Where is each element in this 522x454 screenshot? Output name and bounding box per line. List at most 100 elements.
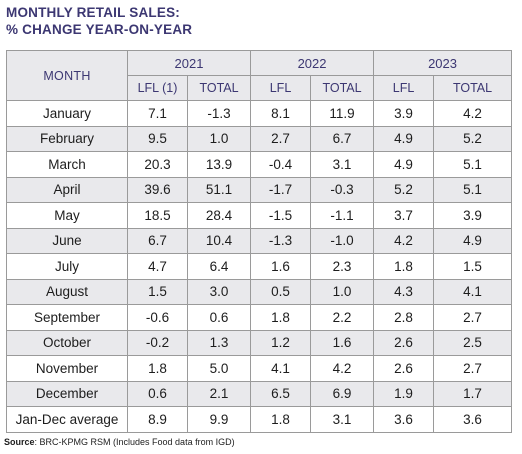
value-cell: 4.9: [373, 151, 435, 178]
value-cell: 4.9: [373, 125, 435, 152]
year-header-2021: 2021: [126, 50, 252, 76]
month-cell: February: [6, 125, 128, 152]
value-cell: 4.2: [433, 100, 513, 127]
value-cell: -1.1: [310, 202, 375, 229]
value-cell: 1.9: [373, 380, 435, 407]
value-cell: 1.0: [186, 125, 252, 152]
value-cell: 1.2: [250, 329, 312, 356]
source-text: : BRC-KPMG RSM (Includes Food data from …: [34, 437, 235, 447]
value-cell: 2.6: [373, 355, 435, 382]
title-line-1: MONTHLY RETAIL SALES:: [6, 5, 180, 20]
source-note: Source: BRC-KPMG RSM (Includes Food data…: [4, 437, 235, 447]
table-row: April 39.6 51.1 -1.7 -0.3 5.2 5.1: [6, 176, 513, 203]
table-row: July 4.7 6.4 1.6 2.3 1.8 1.5: [6, 253, 513, 280]
value-cell: 2.2: [310, 304, 375, 331]
value-cell: 0.5: [250, 278, 312, 305]
value-cell: 9.5: [127, 125, 188, 152]
value-cell: 5.0: [186, 355, 252, 382]
table-row: May 18.5 28.4 -1.5 -1.1 3.7 3.9: [6, 202, 513, 229]
month-cell: May: [6, 202, 128, 229]
value-cell: -1.7: [250, 176, 312, 203]
value-cell: 1.6: [250, 253, 312, 280]
value-cell: 20.3: [127, 151, 188, 178]
value-cell: 13.9: [186, 151, 252, 178]
value-cell: 10.4: [186, 227, 252, 254]
value-cell: 9.9: [186, 406, 252, 433]
table-row: February 9.5 1.0 2.7 6.7 4.9 5.2: [6, 125, 513, 152]
value-cell: 1.8: [250, 304, 312, 331]
value-cell: 8.1: [250, 100, 312, 127]
value-cell: -0.4: [250, 151, 312, 178]
value-cell: 2.8: [373, 304, 435, 331]
sub-header-2023-total: TOTAL: [433, 75, 513, 101]
value-cell: -1.3: [250, 227, 312, 254]
value-cell: 6.7: [127, 227, 188, 254]
month-cell: September: [6, 304, 128, 331]
table-body: January 7.1 -1.3 8.1 11.9 3.9 4.2 February 9.5 1.…: [6, 100, 513, 433]
value-cell: 3.1: [310, 406, 375, 433]
sub-header-2021-lfl: LFL (1): [127, 75, 188, 101]
sub-header-2022-lfl: LFL: [250, 75, 312, 101]
value-cell: 3.0: [186, 278, 252, 305]
value-cell: 2.1: [186, 380, 252, 407]
value-cell: -0.6: [127, 304, 188, 331]
value-cell: 3.9: [433, 202, 513, 229]
month-cell: August: [6, 278, 128, 305]
value-cell: 3.6: [373, 406, 435, 433]
year-header-2023: 2023: [373, 50, 513, 76]
value-cell: -1.0: [310, 227, 375, 254]
value-cell: 0.6: [186, 304, 252, 331]
value-cell: 7.1: [127, 100, 188, 127]
value-cell: 4.1: [433, 278, 513, 305]
value-cell: 2.6: [373, 329, 435, 356]
value-cell: -0.3: [310, 176, 375, 203]
value-cell: 51.1: [186, 176, 252, 203]
value-cell: 4.7: [127, 253, 188, 280]
value-cell: 6.4: [186, 253, 252, 280]
month-cell: November: [6, 355, 128, 382]
value-cell: 2.7: [433, 304, 513, 331]
value-cell: 5.1: [433, 151, 513, 178]
sub-header-2022-total: TOTAL: [310, 75, 375, 101]
table-row: October -0.2 1.3 1.2 1.6 2.6 2.5: [6, 329, 513, 356]
value-cell: 1.8: [127, 355, 188, 382]
value-cell: 1.6: [310, 329, 375, 356]
sub-header-2023-lfl: LFL: [373, 75, 435, 101]
table-row: November 1.8 5.0 4.1 4.2 2.6 2.7: [6, 355, 513, 382]
value-cell: 3.9: [373, 100, 435, 127]
value-cell: 3.1: [310, 151, 375, 178]
value-cell: 1.0: [310, 278, 375, 305]
value-cell: 4.9: [433, 227, 513, 254]
value-cell: -1.5: [250, 202, 312, 229]
value-cell: 39.6: [127, 176, 188, 203]
value-cell: 1.7: [433, 380, 513, 407]
value-cell: 2.3: [310, 253, 375, 280]
value-cell: 8.9: [127, 406, 188, 433]
retail-sales-table: MONTH 2021 2022 2023 LFL (1) TOTAL LFL T…: [6, 50, 513, 433]
value-cell: 2.7: [250, 125, 312, 152]
month-cell: December: [6, 380, 128, 407]
page-title: MONTHLY RETAIL SALES: % CHANGE YEAR-ON-Y…: [6, 4, 192, 38]
value-cell: 6.5: [250, 380, 312, 407]
month-cell: June: [6, 227, 128, 254]
value-cell: 4.1: [250, 355, 312, 382]
month-column-header: MONTH: [6, 50, 128, 101]
value-cell: 4.2: [310, 355, 375, 382]
value-cell: 1.8: [250, 406, 312, 433]
table-row: December 0.6 2.1 6.5 6.9 1.9 1.7: [6, 380, 513, 407]
value-cell: 1.8: [373, 253, 435, 280]
value-cell: 6.9: [310, 380, 375, 407]
value-cell: 18.5: [127, 202, 188, 229]
value-cell: 3.6: [433, 406, 513, 433]
table-row: January 7.1 -1.3 8.1 11.9 3.9 4.2: [6, 100, 513, 127]
value-cell: 0.6: [127, 380, 188, 407]
source-label: Source: [4, 437, 35, 447]
value-cell: 11.9: [310, 100, 375, 127]
title-line-2: % CHANGE YEAR-ON-YEAR: [6, 22, 193, 37]
value-cell: 3.7: [373, 202, 435, 229]
value-cell: 2.7: [433, 355, 513, 382]
value-cell: 1.5: [433, 253, 513, 280]
table-row: September -0.6 0.6 1.8 2.2 2.8 2.7: [6, 304, 513, 331]
value-cell: 4.3: [373, 278, 435, 305]
month-cell: March: [6, 151, 128, 178]
